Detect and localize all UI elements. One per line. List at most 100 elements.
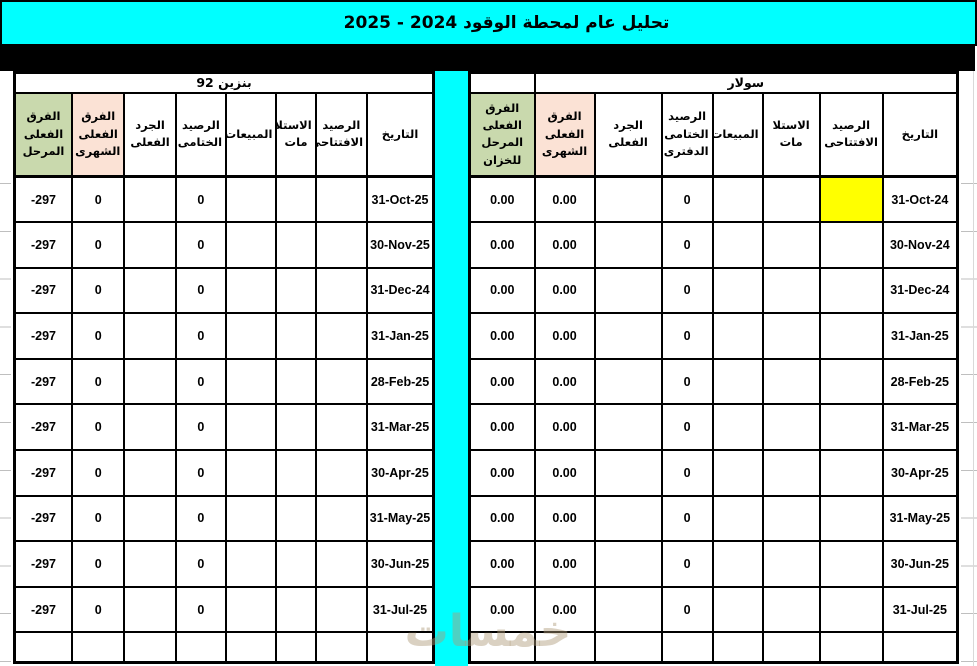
cell-carried-diff[interactable]: -297 xyxy=(13,585,73,634)
cell-carried-diff[interactable]: 0.00 xyxy=(468,266,536,315)
cell-carried-diff[interactable]: 0.00 xyxy=(468,585,536,634)
cell-opening[interactable] xyxy=(314,175,369,224)
cell-monthly-diff[interactable]: 0.00 xyxy=(533,540,596,588)
benzine-table-title[interactable]: بنزين 92 xyxy=(13,71,435,94)
cell-opening[interactable] xyxy=(818,540,884,588)
cell-sales[interactable] xyxy=(225,221,278,269)
cell-sales[interactable] xyxy=(711,175,764,224)
cell-inventory[interactable] xyxy=(123,494,177,543)
col-header-monthly-actual-diff[interactable]: الفرق الفعلى الشهرى xyxy=(533,91,596,178)
col-header-monthly-actual-diff[interactable]: الفرق الفعلى الشهرى xyxy=(70,91,126,178)
cell-receipts[interactable] xyxy=(761,540,821,588)
cell-monthly-diff[interactable]: 0.00 xyxy=(533,312,596,360)
cell-carried-diff[interactable]: 0.00 xyxy=(468,494,536,543)
cell-inventory[interactable] xyxy=(123,221,177,269)
col-header-date[interactable]: التاريخ xyxy=(881,91,959,178)
cell-monthly-diff[interactable]: 0.00 xyxy=(533,221,596,269)
col-header-closing-balance[interactable]: الرصيد الختامى xyxy=(174,91,228,178)
col-header-closing-book-balance[interactable]: الرصيد الختامى الدفترى xyxy=(660,91,714,178)
col-header-actual-inventory[interactable]: الجرد الفعلى xyxy=(593,91,663,178)
cell-receipts[interactable] xyxy=(275,585,317,634)
cell-sales[interactable] xyxy=(711,266,764,315)
cell-inventory[interactable] xyxy=(593,221,663,269)
col-header-receipts[interactable]: الاستلا مات xyxy=(275,91,317,178)
cell-empty[interactable] xyxy=(593,631,663,664)
cell-opening[interactable] xyxy=(818,449,884,497)
cell-sales[interactable] xyxy=(711,357,764,406)
cell-closing[interactable]: 0 xyxy=(174,175,228,224)
cell-empty[interactable] xyxy=(533,631,596,664)
col-header-opening-balance[interactable]: الرصيد الافتتاحى xyxy=(314,91,369,178)
cell-opening[interactable] xyxy=(818,175,884,224)
cell-inventory[interactable] xyxy=(593,403,663,452)
cell-carried-diff[interactable]: -297 xyxy=(13,221,73,269)
cell-carried-diff[interactable]: 0.00 xyxy=(468,312,536,360)
cell-sales[interactable] xyxy=(711,221,764,269)
cell-receipts[interactable] xyxy=(761,494,821,543)
cell-receipts[interactable] xyxy=(275,175,317,224)
cell-sales[interactable] xyxy=(225,312,278,360)
solar-title-blank-cell[interactable] xyxy=(468,71,536,94)
cell-sales[interactable] xyxy=(225,449,278,497)
col-header-sales[interactable]: المبيعات xyxy=(225,91,278,178)
cell-closing[interactable]: 0 xyxy=(174,449,228,497)
cell-carried-diff[interactable]: 0.00 xyxy=(468,540,536,588)
cell-date[interactable]: 31-Oct-24 xyxy=(881,175,959,224)
cell-carried-diff[interactable]: 0.00 xyxy=(468,403,536,452)
cell-carried-diff[interactable]: 0.00 xyxy=(468,357,536,406)
cell-inventory[interactable] xyxy=(123,540,177,588)
cell-closing[interactable]: 0 xyxy=(174,540,228,588)
cell-carried-diff[interactable]: -297 xyxy=(13,403,73,452)
cell-closing[interactable]: 0 xyxy=(660,403,714,452)
cell-carried-diff[interactable]: -297 xyxy=(13,494,73,543)
cell-receipts[interactable] xyxy=(761,585,821,634)
cell-closing[interactable]: 0 xyxy=(174,494,228,543)
cell-monthly-diff[interactable]: 0 xyxy=(70,312,126,360)
cell-date[interactable]: 28-Feb-25 xyxy=(881,357,959,406)
cell-opening[interactable] xyxy=(314,221,369,269)
cell-closing[interactable]: 0 xyxy=(660,494,714,543)
cell-closing[interactable]: 0 xyxy=(174,585,228,634)
cell-opening[interactable] xyxy=(314,357,369,406)
cell-empty[interactable] xyxy=(314,631,369,664)
col-header-date[interactable]: التاريخ xyxy=(366,91,435,178)
cell-sales[interactable] xyxy=(225,266,278,315)
cell-receipts[interactable] xyxy=(761,312,821,360)
cell-sales[interactable] xyxy=(711,494,764,543)
cell-inventory[interactable] xyxy=(593,175,663,224)
cell-receipts[interactable] xyxy=(275,540,317,588)
cell-receipts[interactable] xyxy=(275,403,317,452)
cell-date[interactable]: 31-May-25 xyxy=(881,494,959,543)
cell-closing[interactable]: 0 xyxy=(660,312,714,360)
cell-date[interactable]: 30-Nov-24 xyxy=(881,221,959,269)
cell-opening[interactable] xyxy=(314,266,369,315)
cell-monthly-diff[interactable]: 0 xyxy=(70,266,126,315)
cell-sales[interactable] xyxy=(225,540,278,588)
cell-opening[interactable] xyxy=(314,449,369,497)
solar-table-title[interactable]: سولار xyxy=(533,71,959,94)
cell-opening[interactable] xyxy=(818,494,884,543)
cell-sales[interactable] xyxy=(711,585,764,634)
cell-date[interactable]: 31-Dec-24 xyxy=(366,266,435,315)
col-header-opening-balance[interactable]: الرصيد الافتتاحى xyxy=(818,91,884,178)
cell-monthly-diff[interactable]: 0 xyxy=(70,585,126,634)
title-bar[interactable]: تحليل عام لمحطة الوقود 2024 - 2025 xyxy=(0,0,977,46)
cell-closing[interactable]: 0 xyxy=(174,221,228,269)
cell-empty[interactable] xyxy=(70,631,126,664)
cell-opening[interactable] xyxy=(818,221,884,269)
cell-date[interactable]: 31-Oct-25 xyxy=(366,175,435,224)
cell-receipts[interactable] xyxy=(275,494,317,543)
cell-inventory[interactable] xyxy=(123,312,177,360)
cell-date[interactable]: 30-Apr-25 xyxy=(366,449,435,497)
cell-carried-diff[interactable]: 0.00 xyxy=(468,175,536,224)
cell-inventory[interactable] xyxy=(123,266,177,315)
cell-date[interactable]: 31-Mar-25 xyxy=(881,403,959,452)
cell-inventory[interactable] xyxy=(123,403,177,452)
cell-date[interactable]: 31-Mar-25 xyxy=(366,403,435,452)
cell-receipts[interactable] xyxy=(761,221,821,269)
cell-monthly-diff[interactable]: 0.00 xyxy=(533,494,596,543)
cell-receipts[interactable] xyxy=(761,357,821,406)
cell-empty[interactable] xyxy=(13,631,73,664)
cell-date[interactable]: 30-Apr-25 xyxy=(881,449,959,497)
cell-sales[interactable] xyxy=(711,403,764,452)
